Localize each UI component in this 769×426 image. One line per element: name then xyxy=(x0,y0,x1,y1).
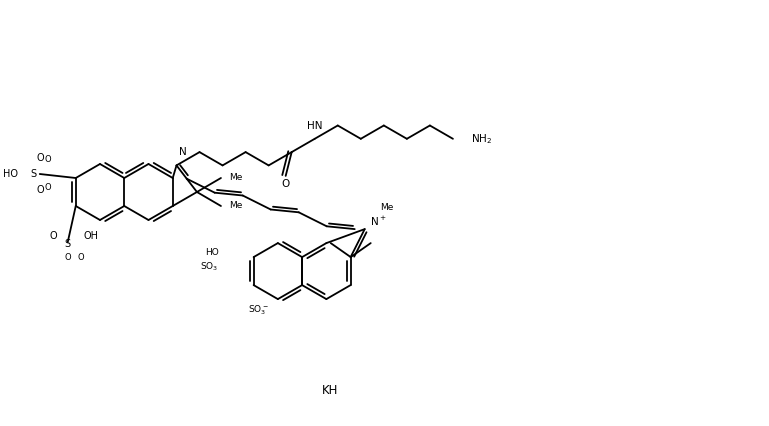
Text: N$^+$: N$^+$ xyxy=(370,215,386,227)
Text: N: N xyxy=(179,147,187,157)
Text: S: S xyxy=(65,239,71,249)
Text: NH$_2$: NH$_2$ xyxy=(471,132,492,146)
Text: HO: HO xyxy=(205,248,218,256)
Text: HN: HN xyxy=(307,121,322,131)
Text: HO: HO xyxy=(3,169,18,179)
Text: O: O xyxy=(37,185,45,195)
Text: OH: OH xyxy=(84,231,98,241)
Text: KH: KH xyxy=(321,383,338,397)
Text: O: O xyxy=(78,253,84,262)
Text: O: O xyxy=(281,179,290,189)
Text: O: O xyxy=(65,253,71,262)
Text: SO$_3$: SO$_3$ xyxy=(200,261,218,273)
Text: Me: Me xyxy=(229,201,242,210)
Text: O: O xyxy=(45,155,51,164)
Text: O: O xyxy=(45,184,51,193)
Text: O: O xyxy=(37,153,45,163)
Text: Me: Me xyxy=(229,173,242,182)
Text: SO$_3^-$: SO$_3^-$ xyxy=(248,303,269,317)
Text: S: S xyxy=(31,169,37,179)
Text: O: O xyxy=(50,231,58,241)
Text: Me: Me xyxy=(380,203,394,212)
